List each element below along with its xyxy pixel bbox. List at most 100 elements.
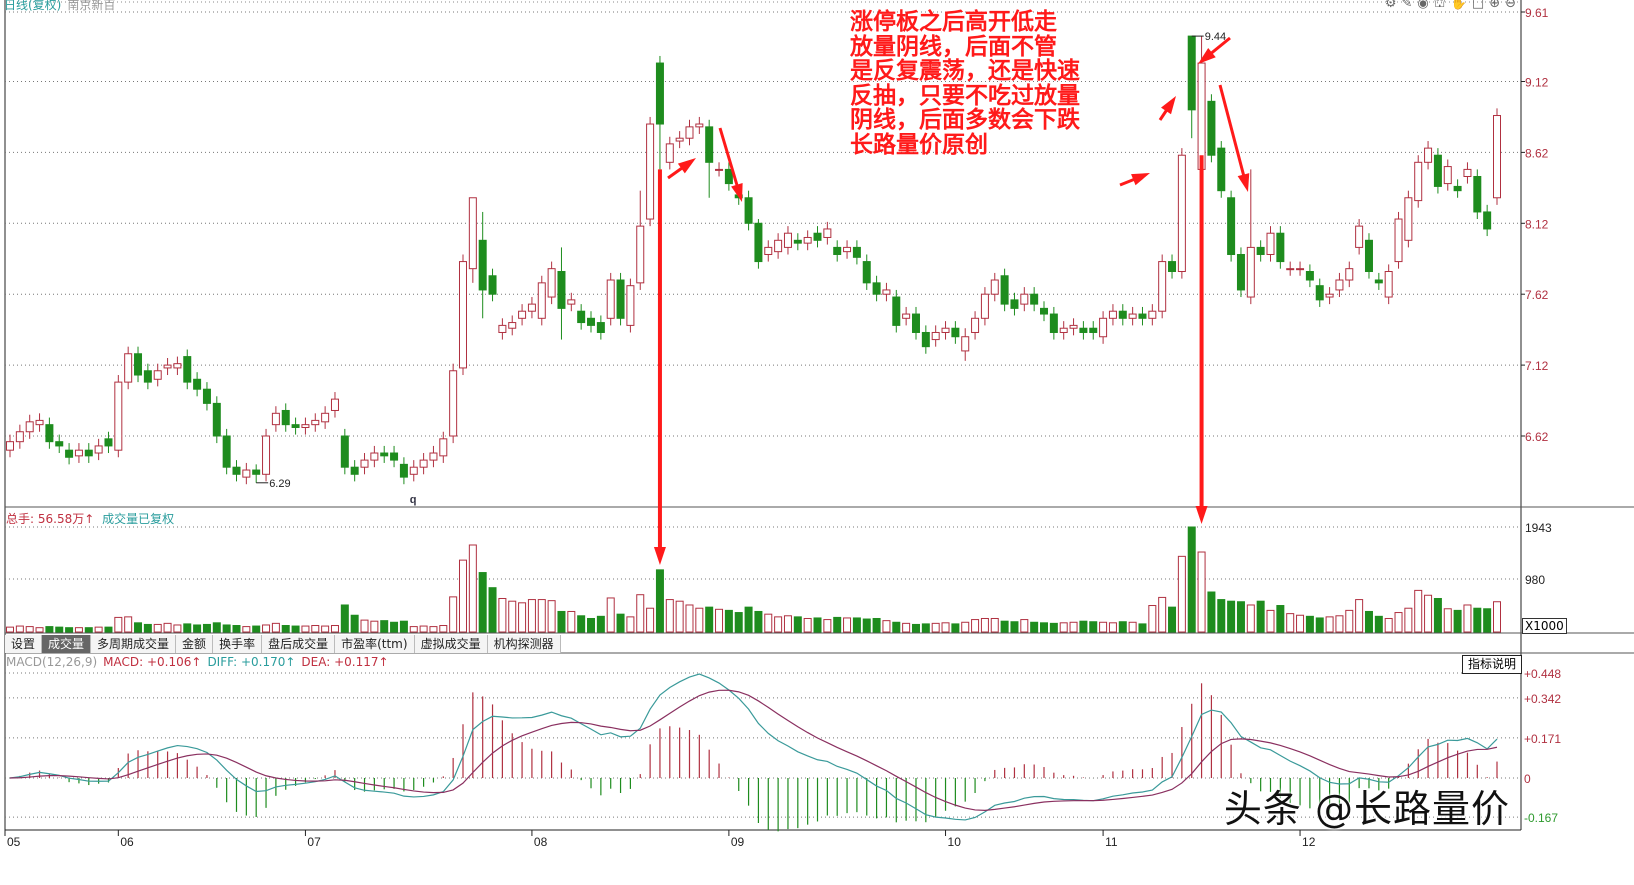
candle-down xyxy=(65,449,74,458)
candle-up xyxy=(311,419,320,426)
candle-up xyxy=(1286,268,1295,271)
price-tick-label: 8.12 xyxy=(1525,217,1549,231)
candle-up xyxy=(25,421,34,433)
volume-bar xyxy=(931,622,940,633)
candle-up xyxy=(15,431,24,443)
candle-down xyxy=(557,271,566,309)
volume-bar xyxy=(6,626,14,633)
volume-bar xyxy=(1374,615,1383,633)
zoom-out-icon[interactable]: ⊖ xyxy=(1505,0,1516,11)
volume-bar xyxy=(724,609,733,633)
tab-2[interactable]: 多周期成交量 xyxy=(91,635,177,653)
period-label[interactable]: 日线(复权) xyxy=(4,0,62,12)
candle-up xyxy=(537,282,546,319)
annotation-line: 是反复震荡，还是快速 xyxy=(850,57,1080,84)
volume-bar xyxy=(1069,621,1078,633)
candle-up xyxy=(74,449,83,457)
candle-down xyxy=(1040,307,1049,315)
macd-value: MACD: +0.106↑ xyxy=(103,655,202,669)
volume-bar xyxy=(1345,609,1354,633)
x-tick-label: 10 xyxy=(948,835,962,849)
volume-bar xyxy=(1118,621,1127,633)
candle-up xyxy=(1345,268,1354,281)
candle-down xyxy=(212,402,221,437)
tab-6[interactable]: 市盈率(ttm) xyxy=(335,635,415,653)
gear-icon[interactable]: ⚙ xyxy=(1384,0,1397,11)
tab-5[interactable]: 盘后成交量 xyxy=(262,635,336,653)
candle-up xyxy=(547,268,556,298)
volume-bar xyxy=(1197,551,1206,633)
volume-bar xyxy=(55,626,64,633)
volume-bar xyxy=(311,625,320,633)
tab-7[interactable]: 虚拟成交量 xyxy=(414,635,488,653)
volume-bar xyxy=(1227,600,1236,633)
candle-up xyxy=(449,370,458,437)
candle-down xyxy=(134,353,143,376)
volume-bar xyxy=(252,625,261,633)
volume-bar xyxy=(636,594,645,633)
candle-down xyxy=(1276,232,1285,263)
candle-down xyxy=(1256,246,1265,255)
arrow-icon xyxy=(1198,47,1216,64)
candle-up xyxy=(843,246,852,253)
volume-bar xyxy=(567,610,576,633)
volume-bar xyxy=(409,626,418,633)
volume-bars xyxy=(6,526,1501,633)
volume-bar xyxy=(84,627,93,633)
volume-bar xyxy=(340,604,349,633)
candle-down xyxy=(1118,310,1127,319)
volume-bar xyxy=(1020,619,1029,633)
volume-bar xyxy=(271,622,280,633)
volume-bar xyxy=(65,627,74,633)
volume-bar xyxy=(1266,609,1275,633)
volume-bar xyxy=(15,625,24,633)
chart-title: 日线(复权) 南京新百 xyxy=(4,0,115,13)
hand-icon[interactable]: ✋ xyxy=(1450,0,1467,11)
volume-bar xyxy=(705,606,714,633)
price-tick-label: 9.12 xyxy=(1525,75,1549,89)
volume-bar xyxy=(45,626,54,633)
volume-bar xyxy=(35,627,44,633)
square-icon[interactable]: □ xyxy=(1471,0,1485,11)
x-tick-label: 12 xyxy=(1302,835,1316,849)
zoom-in-icon[interactable]: ⊕ xyxy=(1489,0,1501,11)
dea-value: DEA: +0.117↑ xyxy=(301,655,389,669)
volume-bar xyxy=(941,622,950,633)
tab-8[interactable]: 机构探测器 xyxy=(487,635,561,653)
candle-up xyxy=(1246,246,1255,298)
arrow-icon xyxy=(677,158,696,174)
price-tick-label: 6.62 xyxy=(1525,430,1549,444)
volume-bar xyxy=(1335,615,1344,633)
basket-icon[interactable]: ⛫ xyxy=(1433,0,1446,11)
candle-up xyxy=(665,143,674,163)
volume-bar xyxy=(380,620,389,633)
volume-bar xyxy=(685,604,694,633)
macd-tick-label: +0.342 xyxy=(1524,692,1561,706)
pen-icon[interactable]: ✎ xyxy=(1401,0,1413,11)
candle-up xyxy=(1128,313,1137,319)
volume-header: 总手: 56.58万↑ 成交量已复权 xyxy=(6,510,174,527)
volume-bar xyxy=(833,616,842,633)
volume-bar xyxy=(823,619,832,633)
arrow-icon xyxy=(1237,173,1250,192)
candle-down xyxy=(1483,211,1492,230)
annotation-line: 放量阴线，后面不管 xyxy=(850,32,1057,60)
volume-tick-label: 1943 xyxy=(1525,521,1552,535)
tab-4[interactable]: 换手率 xyxy=(213,635,263,653)
macd-tick-label: +0.171 xyxy=(1524,732,1561,746)
candle-down xyxy=(577,310,586,324)
volume-adjusted-label: 成交量已复权 xyxy=(102,512,175,526)
tab-0[interactable]: 设置 xyxy=(5,635,43,653)
candle-down xyxy=(744,197,753,224)
tab-3[interactable]: 金额 xyxy=(176,635,214,653)
candle-up xyxy=(931,331,940,341)
annotation-line: 阴线，后面多数会下跌 xyxy=(850,106,1080,133)
candle-down xyxy=(921,331,930,348)
volume-bar xyxy=(1148,605,1157,633)
eye-icon[interactable]: ◉ xyxy=(1417,0,1429,11)
candle-down xyxy=(813,232,822,241)
candle-down xyxy=(1168,261,1177,273)
indicator-explain-button[interactable]: 指标说明 xyxy=(1462,655,1522,674)
volume-bar xyxy=(1256,600,1265,633)
tab-1[interactable]: 成交量 xyxy=(42,635,92,653)
